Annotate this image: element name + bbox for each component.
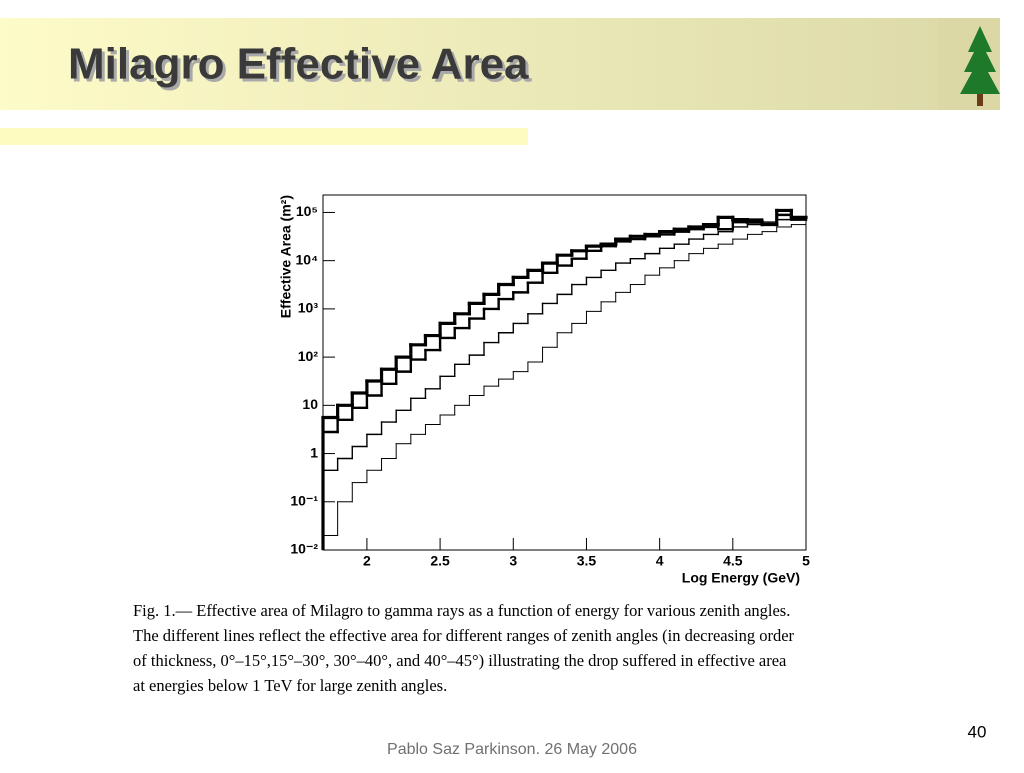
tree-icon	[960, 26, 1000, 106]
y-axis-label: Effective Area (m²)	[278, 195, 294, 318]
x-tick-label: 3	[509, 553, 517, 569]
accent-bar	[0, 128, 528, 145]
x-tick-label: 4	[656, 553, 664, 569]
x-tick-label: 3.5	[577, 553, 597, 569]
x-axis-label: Log Energy (GeV)	[682, 570, 800, 586]
caption-line: The different lines reflect the effectiv…	[133, 626, 795, 645]
y-tick-label: 10	[302, 396, 318, 412]
x-tick-label: 2	[363, 553, 371, 569]
y-tick-label: 10³	[298, 300, 319, 316]
caption: Fig. 1.— Effective area of Milagro to ga…	[133, 601, 795, 695]
title-shadow: Milagro Effective Area	[71, 43, 532, 92]
caption-line: of thickness, 0°–15°,15°–30°, 30°–40°, a…	[133, 651, 787, 670]
footer: Pablo Saz Parkinson. 26 May 2006	[387, 741, 637, 758]
y-tick-label: 10⁴	[296, 251, 319, 267]
y-tick-label: 10⁻¹	[290, 492, 318, 508]
slide-title: Milagro Effective Area	[68, 40, 529, 89]
page-number: 40	[968, 722, 987, 741]
x-tick-label: 2.5	[430, 553, 450, 569]
caption-line: at energies below 1 TeV for large zenith…	[133, 676, 447, 695]
x-tick-label: 4.5	[723, 553, 743, 569]
header-band	[0, 18, 938, 110]
y-tick-label: 10⁻²	[290, 541, 318, 557]
caption-line: Fig. 1.— Effective area of Milagro to ga…	[133, 601, 790, 620]
y-tick-label: 10⁵	[296, 203, 318, 219]
chart: Log Energy (GeV) Effective Area (m²) 10⁻…	[278, 194, 810, 586]
y-tick-label: 10²	[298, 348, 319, 364]
plot-frame	[322, 194, 807, 551]
x-tick-label: 5	[802, 553, 810, 569]
y-tick-label: 1	[310, 444, 318, 460]
